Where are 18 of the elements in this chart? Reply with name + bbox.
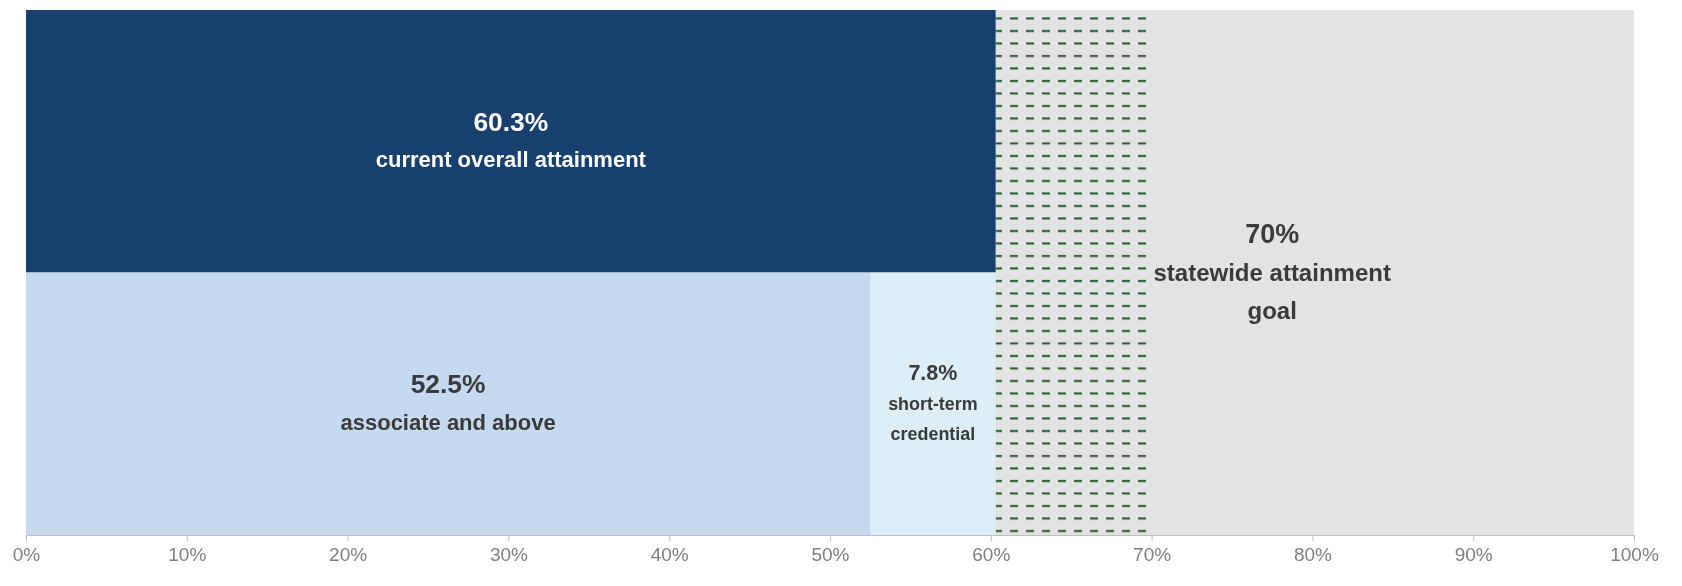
x-tick-label: 60% <box>972 544 1011 566</box>
data-label: 60.3% <box>473 106 549 137</box>
x-tick-label: 40% <box>650 544 689 566</box>
x-tick-label: 20% <box>329 544 368 566</box>
data-label: 52.5% <box>410 369 486 400</box>
data-label: 7.8% <box>908 361 958 386</box>
x-tick-label: 100% <box>1610 544 1659 566</box>
x-tick-label: 0% <box>12 544 41 566</box>
band-label: 70% statewide attainment goal <box>1153 218 1391 324</box>
x-tick-label: 10% <box>168 544 207 566</box>
x-tick-label: 50% <box>811 544 850 566</box>
x-tick-label: 90% <box>1454 544 1493 566</box>
x-tick-label: 70% <box>1133 544 1172 566</box>
x-tick-label: 30% <box>489 544 529 566</box>
series-label: short-term credential <box>888 394 978 444</box>
series-label: current overall attainment <box>375 147 647 173</box>
series-label: associate and above <box>340 409 556 435</box>
x-tick-label: 80% <box>1293 544 1333 566</box>
